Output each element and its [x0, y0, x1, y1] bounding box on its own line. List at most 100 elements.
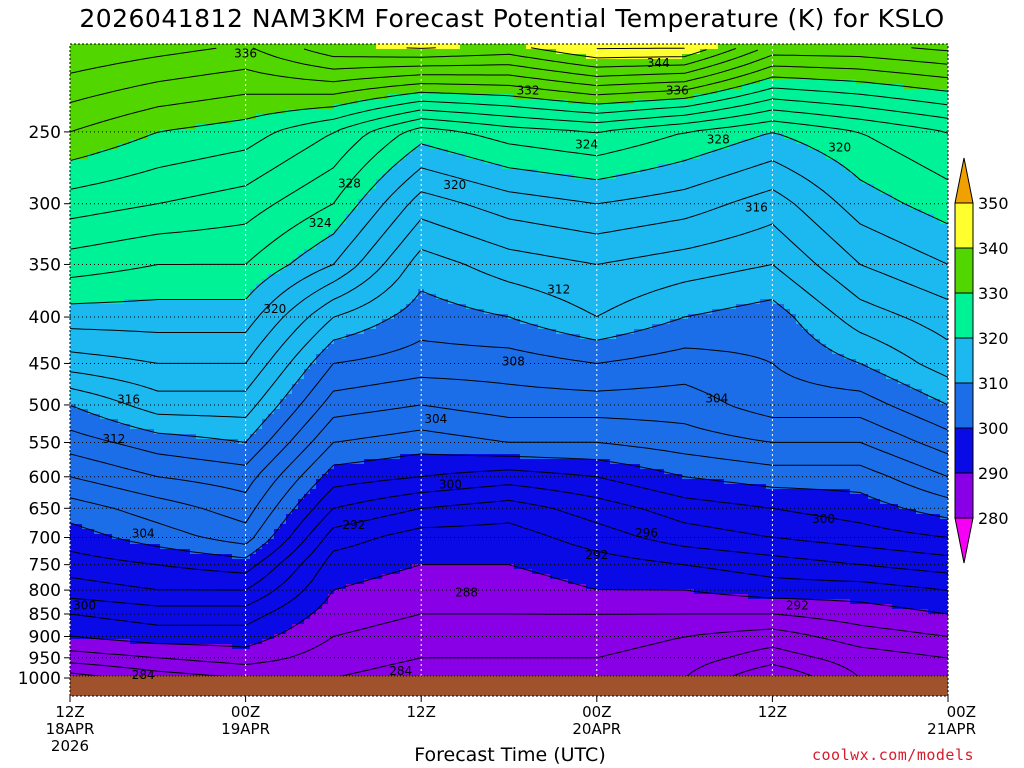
fill-cell — [70, 159, 77, 305]
fill-cell — [640, 589, 647, 678]
fill-cell — [712, 479, 719, 595]
x-tick-label: 12Z — [55, 703, 84, 721]
fill-cell — [274, 634, 281, 678]
fill-cell — [820, 344, 827, 490]
fill-cell — [244, 649, 251, 678]
fill-cell — [436, 94, 443, 150]
fill-cell — [550, 459, 557, 580]
fill-cell — [802, 489, 809, 600]
isentrope-336 — [911, 47, 948, 52]
fill-cell — [808, 79, 815, 150]
fill-cell — [676, 164, 683, 320]
fill-cell — [556, 459, 563, 580]
fill-cell — [82, 639, 89, 678]
fill-cell — [724, 44, 731, 90]
fill-cell — [664, 324, 671, 475]
fill-cell — [76, 44, 83, 160]
fill-cell — [592, 179, 599, 340]
fill-cell — [934, 89, 941, 220]
fill-cell — [328, 234, 335, 345]
fill-cell — [898, 44, 905, 85]
fill-cell — [688, 479, 695, 590]
fill-cell — [808, 599, 815, 678]
fill-cell — [646, 99, 653, 170]
fill-cell — [916, 209, 923, 390]
fill-cell — [712, 594, 719, 678]
fill-cell — [298, 499, 305, 625]
fill-cell — [280, 524, 287, 635]
fill-cell — [358, 44, 365, 100]
fill-cell — [928, 89, 935, 215]
fill-cell — [628, 174, 635, 335]
fill-cell — [232, 119, 239, 300]
fill-cell — [928, 514, 935, 615]
fill-cell — [844, 79, 851, 170]
fill-cell — [454, 454, 461, 565]
fill-cell — [772, 134, 779, 305]
fill-cell — [322, 604, 329, 678]
fill-cell — [424, 44, 431, 50]
fill-cell — [406, 569, 413, 678]
fill-cell — [100, 419, 107, 535]
fill-cell — [358, 584, 365, 678]
fill-cell — [322, 239, 329, 350]
fill-cell — [652, 44, 659, 60]
fill-cell — [316, 609, 323, 678]
fill-cell — [778, 44, 785, 80]
fill-cell — [394, 314, 401, 460]
fill-cell — [364, 459, 371, 580]
fill-cell — [910, 389, 917, 510]
fill-cell — [400, 44, 407, 50]
fill-cell — [424, 294, 431, 455]
fill-cell — [310, 614, 317, 678]
fill-cell — [334, 229, 341, 340]
fill-cell — [862, 84, 869, 185]
contour-label: 320 — [443, 178, 466, 192]
fill-cell — [268, 44, 275, 115]
fill-cell — [106, 534, 113, 640]
fill-cell — [598, 179, 605, 340]
fill-cell — [796, 489, 803, 600]
fill-cell — [874, 44, 881, 85]
fill-cell — [382, 574, 389, 678]
fill-cell — [364, 44, 371, 100]
isentrope-336 — [70, 47, 217, 74]
fill-cell — [262, 544, 269, 640]
fill-cell — [628, 59, 635, 105]
fill-cell — [568, 584, 575, 678]
isentrope-308 — [70, 339, 948, 466]
fill-cell — [202, 439, 209, 555]
fill-cell — [166, 549, 173, 645]
fill-cell — [742, 594, 749, 678]
fill-cell — [130, 44, 137, 140]
fill-cell — [748, 139, 755, 305]
isentrope-324 — [70, 109, 948, 250]
fill-cell — [772, 304, 779, 490]
y-tick-label: 400 — [29, 308, 61, 328]
fill-cell — [406, 454, 413, 570]
fill-cell — [514, 319, 521, 455]
fill-cell — [250, 289, 257, 435]
fill-cell — [88, 44, 95, 155]
fill-cell — [352, 44, 359, 105]
fill-cell — [298, 254, 305, 380]
fill-cell — [880, 374, 887, 505]
fill-cell — [940, 89, 947, 225]
contour-label: 288 — [455, 586, 478, 600]
contour-label: 336 — [666, 83, 689, 97]
fill-cell — [658, 164, 665, 325]
fill-cell — [820, 44, 827, 80]
fill-cell — [610, 339, 617, 465]
fill-cell — [556, 579, 563, 678]
fill-cell — [394, 94, 401, 165]
fill-cell — [160, 129, 167, 300]
fill-cell — [868, 369, 875, 500]
fill-cell — [652, 59, 659, 100]
fill-cell — [784, 489, 791, 600]
fill-cell — [388, 94, 395, 170]
contour-label: 332 — [517, 83, 540, 97]
fill-cell — [268, 114, 275, 275]
fill-cell — [796, 79, 803, 145]
fill-cell — [160, 434, 167, 550]
fill-cell — [238, 444, 245, 560]
